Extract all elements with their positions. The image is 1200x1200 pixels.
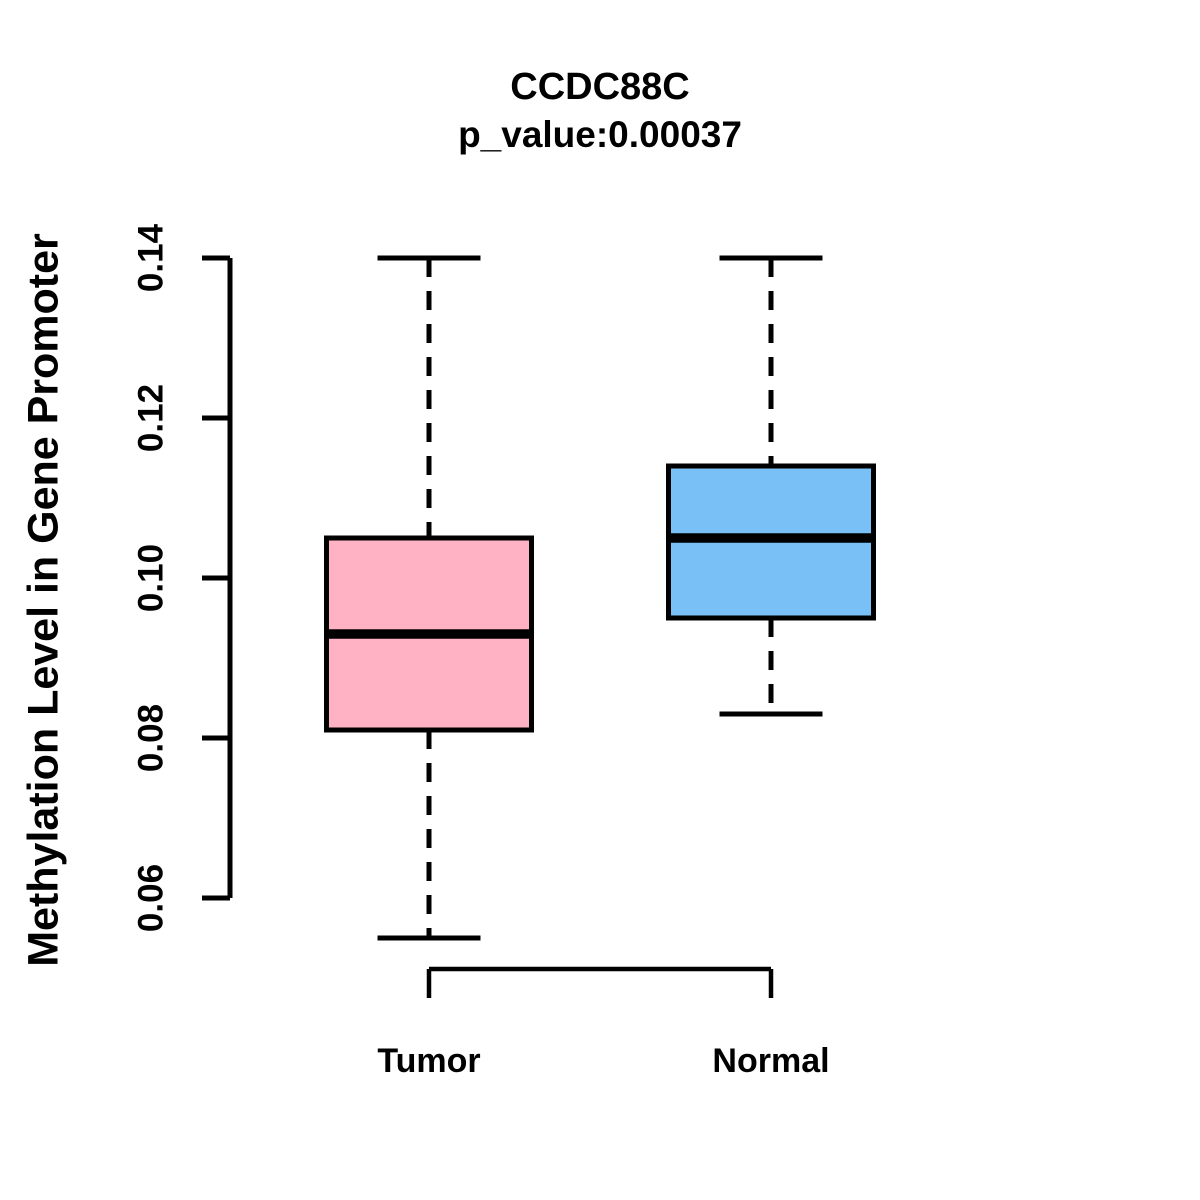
x-category-label: Normal xyxy=(712,1042,829,1080)
x-category-label: Tumor xyxy=(377,1042,480,1080)
y-tick-label: 0.14 xyxy=(132,223,171,292)
y-tick-label: 0.10 xyxy=(132,544,171,612)
chart-pvalue-subtitle: p_value:0.00037 xyxy=(458,114,742,155)
box-group-tumor xyxy=(324,255,534,941)
box-group-normal xyxy=(666,255,876,717)
chart-title: CCDC88C xyxy=(510,66,690,108)
y-tick-label: 0.08 xyxy=(132,704,171,772)
y-tick-label: 0.12 xyxy=(132,384,171,452)
y-tick-label: 0.06 xyxy=(132,864,171,932)
